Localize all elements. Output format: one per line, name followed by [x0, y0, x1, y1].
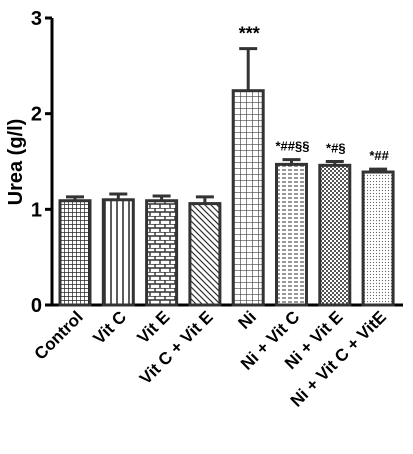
category-label: Vit E [133, 307, 173, 347]
category-label: Ni [235, 307, 260, 332]
annotations-group: *** *##§§ *#§ *## [239, 24, 390, 164]
bar-ni-vit-c [275, 162, 308, 307]
bar-control [58, 199, 92, 307]
y-tick-label: 2 [31, 104, 42, 126]
y-tick-label: 0 [31, 295, 42, 317]
significance-annotation: *##§§ [276, 139, 310, 154]
y-tick-label: 3 [31, 8, 42, 30]
y-axis-label: Urea (g/l) [5, 119, 27, 206]
y-tick-label: 1 [31, 199, 42, 221]
significance-annotation: *#§ [326, 141, 346, 156]
significance-annotation: *** [239, 24, 260, 44]
error-bars-group [66, 47, 388, 204]
bar-vit-c-vit-e [188, 202, 222, 307]
bar-ni [231, 89, 265, 307]
significance-annotation: *## [369, 148, 389, 163]
bar-ni-vit-e [318, 163, 352, 307]
bar-vit-e [145, 199, 179, 307]
category-label: Vit C [90, 307, 131, 348]
bar-ni-vit-c-vite [361, 170, 395, 307]
bars-group [58, 89, 395, 307]
bar-vit-c [101, 198, 135, 307]
